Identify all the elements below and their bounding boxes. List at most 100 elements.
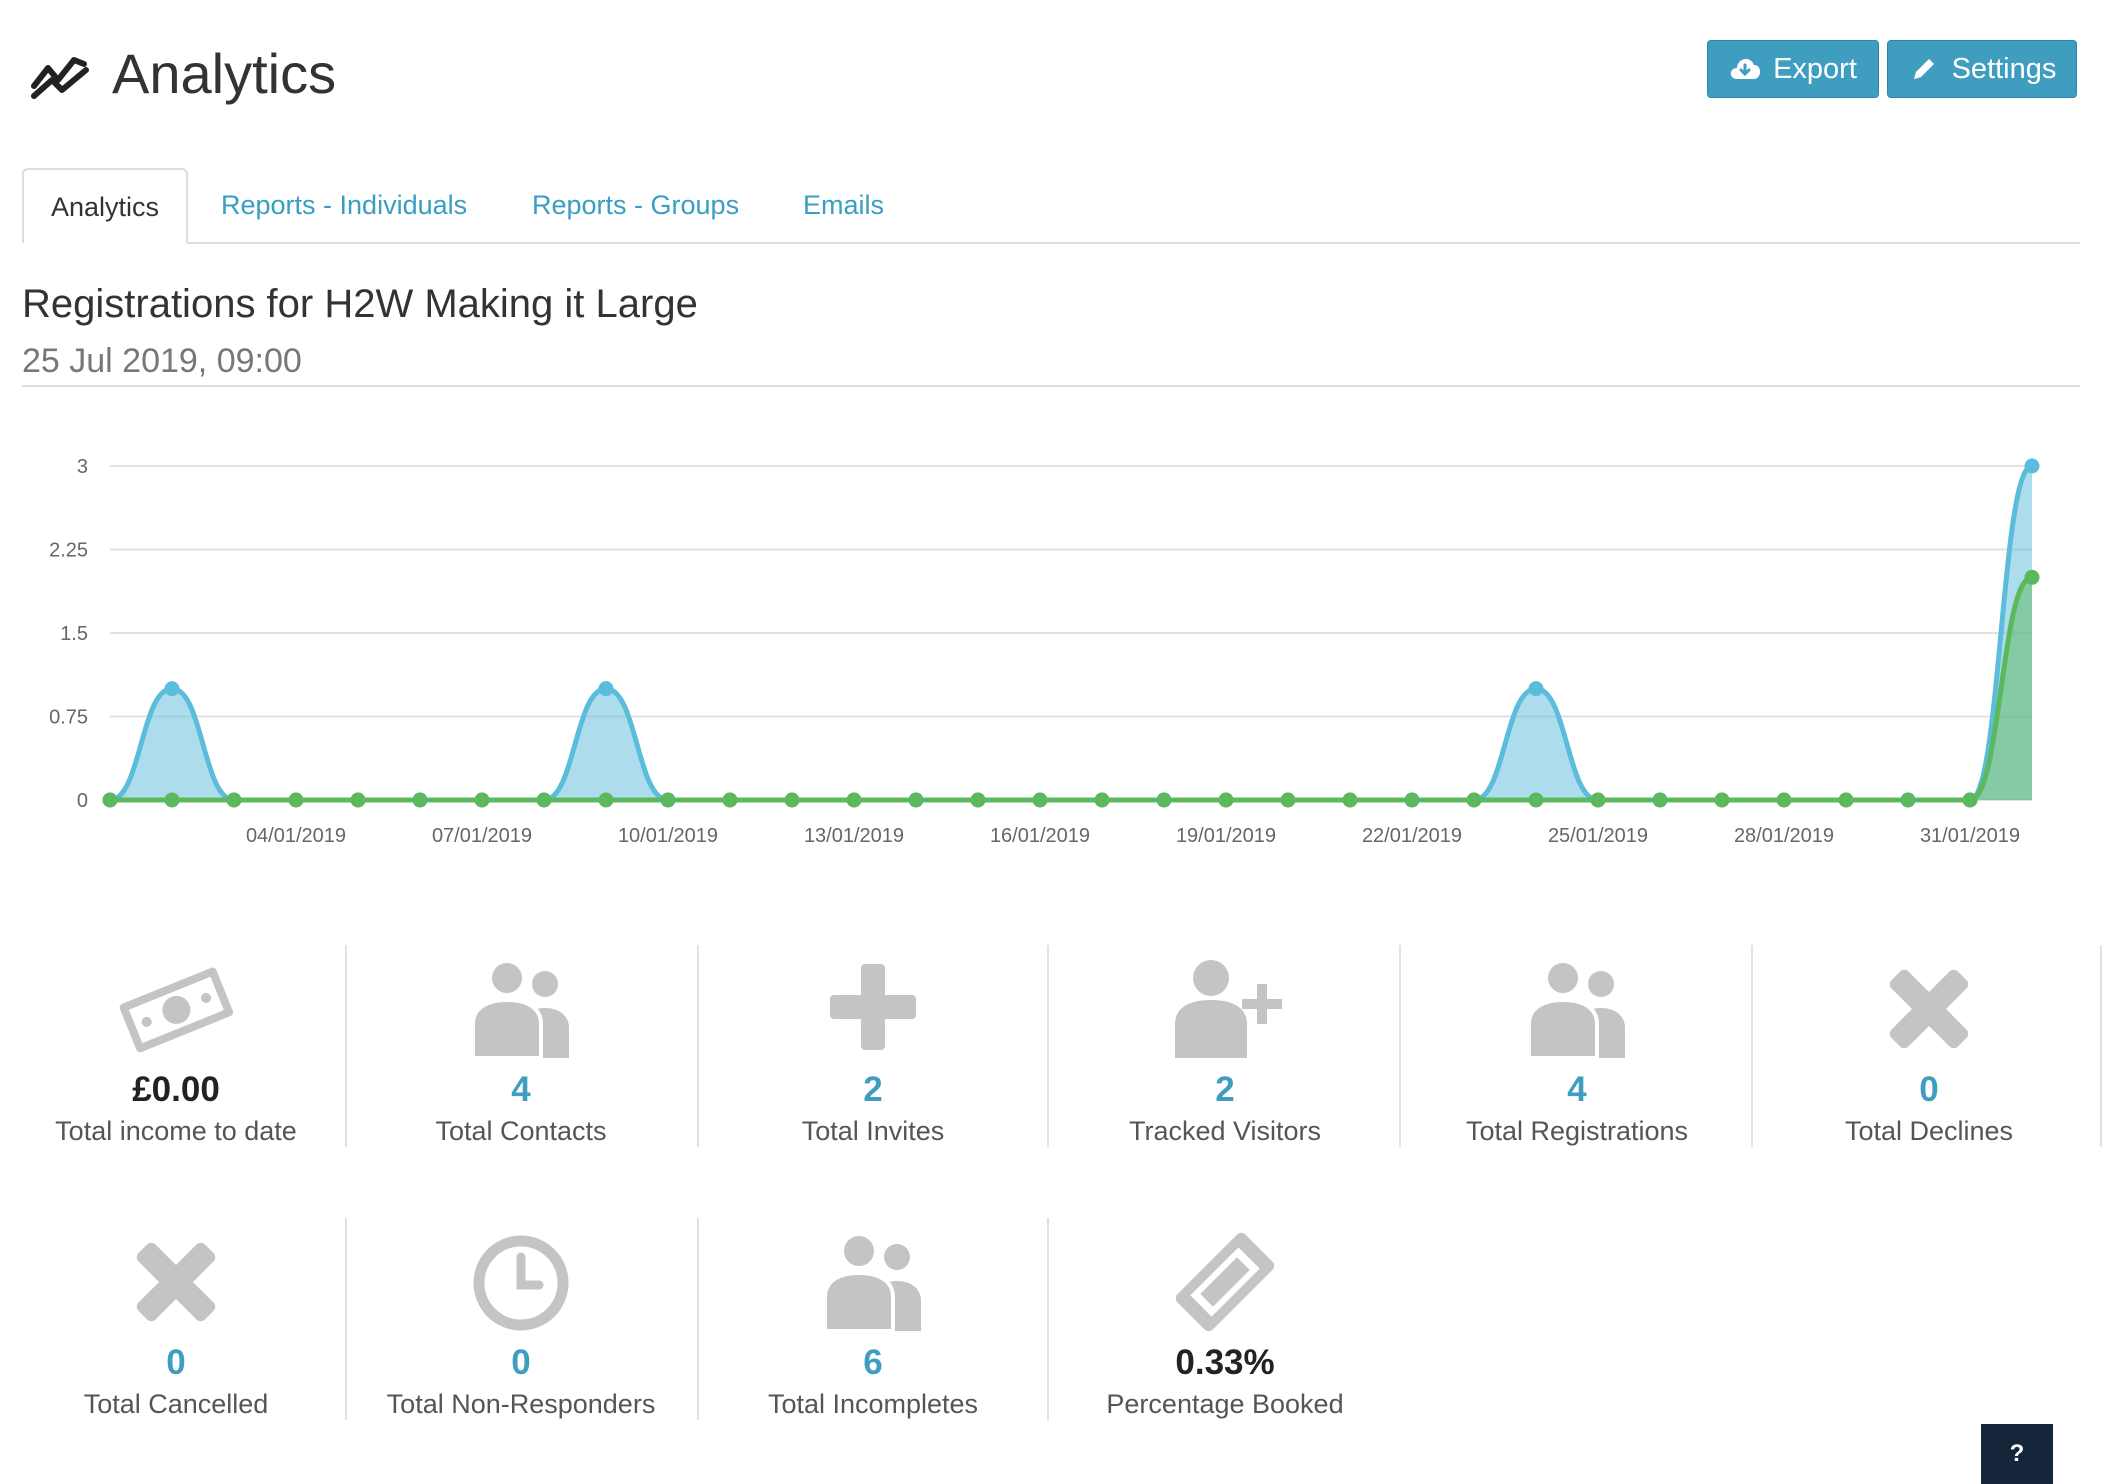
stat-value: 0.33%	[1175, 1343, 1275, 1382]
data-point[interactable]	[164, 681, 180, 697]
data-point[interactable]	[288, 792, 304, 808]
data-point[interactable]	[1962, 792, 1978, 808]
data-point[interactable]	[474, 792, 490, 808]
stat-total-registrations: 4 Total Registrations	[1401, 948, 1753, 1150]
stat-divider	[345, 945, 347, 1147]
data-point[interactable]	[598, 681, 614, 697]
data-point[interactable]	[1156, 792, 1172, 808]
event-title: Registrations for H2W Making it Large	[22, 282, 698, 326]
data-point[interactable]	[846, 792, 862, 808]
stat-value: 0	[511, 1343, 531, 1382]
settings-button[interactable]: Settings	[1887, 40, 2077, 98]
tab-emails[interactable]: Emails	[803, 190, 885, 220]
stat-label: Total Cancelled	[83, 1389, 269, 1419]
data-point[interactable]	[2024, 458, 2040, 474]
stat-value: 2	[863, 1070, 883, 1109]
stat-percentage-booked: 0.33% Percentage Booked	[1049, 1221, 1401, 1423]
data-point[interactable]	[1094, 792, 1110, 808]
stat-total-invites: 2 Total Invites	[697, 948, 1049, 1150]
series-area	[110, 466, 2032, 800]
data-point[interactable]	[722, 792, 738, 808]
x-tick-label: 19/01/2019	[1176, 825, 1276, 847]
export-button[interactable]: Export	[1707, 40, 1879, 98]
data-point[interactable]	[350, 792, 366, 808]
registrations-chart: 0 0.75 1.5 2.25 3 04/01/2019 07/01/2019 10/01/2…	[49, 456, 2040, 847]
data-point[interactable]	[598, 792, 614, 808]
section-divider	[22, 385, 2080, 387]
y-tick-label: 1.5	[60, 623, 88, 645]
stat-label: Total Non-Responders	[386, 1389, 656, 1419]
tab-bar: Analytics Reports - Individuals Reports …	[22, 168, 2080, 244]
data-point[interactable]	[1776, 792, 1792, 808]
data-point[interactable]	[970, 792, 986, 808]
stat-label: Total Contacts	[435, 1116, 607, 1146]
stat-value: 4	[1567, 1070, 1587, 1109]
x-tick-label: 31/01/2019	[1920, 825, 2020, 847]
ticket-icon	[1175, 1232, 1275, 1332]
stat-label: Total income to date	[55, 1116, 297, 1146]
data-point[interactable]	[1528, 681, 1544, 697]
stat-value: 2	[1215, 1070, 1235, 1109]
users-icon	[1527, 959, 1625, 1060]
stat-value: £0.00	[132, 1070, 220, 1109]
data-point[interactable]	[784, 792, 800, 808]
x-tick-label: 22/01/2019	[1362, 825, 1462, 847]
x-tick-label: 10/01/2019	[618, 825, 718, 847]
stat-value: 0	[166, 1343, 186, 1382]
data-point[interactable]	[1342, 792, 1358, 808]
data-point[interactable]	[102, 792, 118, 808]
tab-reports-individuals[interactable]: Reports - Individuals	[221, 190, 468, 220]
stat-divider	[1751, 945, 1753, 1147]
data-point[interactable]	[1466, 792, 1482, 808]
pencil-icon	[1913, 59, 1934, 79]
data-point[interactable]	[1218, 792, 1234, 808]
data-point[interactable]	[412, 792, 428, 808]
money-icon	[119, 967, 234, 1053]
data-point[interactable]	[1404, 792, 1420, 808]
cloud-download-icon	[1730, 59, 1761, 79]
tab-analytics[interactable]: Analytics	[22, 168, 189, 244]
data-point[interactable]	[1280, 792, 1296, 808]
data-point[interactable]	[226, 792, 242, 808]
user-plus-icon	[1175, 960, 1282, 1058]
data-point[interactable]	[660, 792, 676, 808]
x-tick-label: 25/01/2019	[1548, 825, 1648, 847]
data-point[interactable]	[1838, 792, 1854, 808]
stat-label: Percentage Booked	[1106, 1389, 1344, 1419]
x-tick-label: 04/01/2019	[246, 825, 346, 847]
stat-total-incompletes: 6 Total Incompletes	[697, 1221, 1049, 1423]
tab-reports-groups[interactable]: Reports - Groups	[532, 190, 740, 220]
stat-divider	[1047, 1218, 1049, 1420]
data-point[interactable]	[1528, 792, 1544, 808]
data-point[interactable]	[908, 792, 924, 808]
data-point[interactable]	[1714, 792, 1730, 808]
plus-icon	[830, 964, 916, 1050]
data-point[interactable]	[1590, 792, 1606, 808]
event-datetime: 25 Jul 2019, 09:00	[22, 342, 302, 380]
data-point[interactable]	[1032, 792, 1048, 808]
data-point[interactable]	[164, 792, 180, 808]
x-tick-label: 16/01/2019	[990, 825, 1090, 847]
settings-label: Settings	[1951, 52, 2057, 85]
data-point[interactable]	[536, 792, 552, 808]
stat-total-contacts: 4 Total Contacts	[345, 948, 697, 1150]
data-point[interactable]	[2024, 569, 2040, 585]
stat-divider	[2100, 945, 2102, 1147]
data-point[interactable]	[1652, 792, 1668, 808]
series-area	[110, 577, 2032, 800]
data-point[interactable]	[1900, 792, 1916, 808]
stat-label: Tracked Visitors	[1128, 1116, 1322, 1146]
stat-label: Total Invites	[801, 1116, 945, 1146]
stat-divider	[1047, 945, 1049, 1147]
stat-label: Total Incompletes	[767, 1389, 979, 1419]
help-button[interactable]: ?	[1981, 1424, 2053, 1484]
y-tick-label: 0.75	[49, 707, 88, 729]
x-tick-label: 07/01/2019	[432, 825, 532, 847]
stat-divider	[1399, 945, 1401, 1147]
cross-icon	[136, 1242, 216, 1322]
line-chart-icon	[31, 57, 89, 99]
stat-total-income: £0.00 Total income to date	[0, 948, 352, 1150]
stat-label: Total Registrations	[1465, 1116, 1689, 1146]
clock-icon	[473, 1235, 569, 1331]
y-tick-label: 3	[77, 456, 88, 478]
